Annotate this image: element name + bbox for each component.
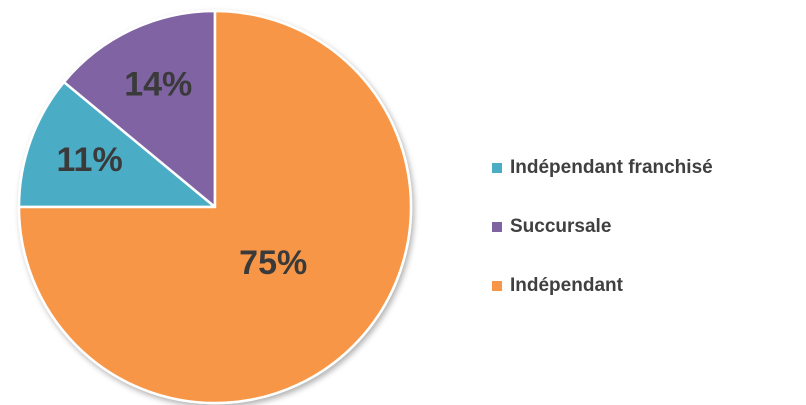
data-label: 14% [124,65,192,103]
pie-slice [17,80,217,209]
pie-slice [17,9,413,405]
legend-swatch [492,222,502,232]
pie [17,9,413,405]
data-label: 11% [57,141,123,179]
data-label: 75% [239,244,307,282]
legend-label: Indépendant franchisé [510,157,713,178]
pie-slice [62,9,217,209]
legend-swatch [492,163,502,173]
legend-label: Indépendant [510,275,624,296]
legend-label: Succursale [510,216,611,237]
legend-swatch [492,281,502,291]
